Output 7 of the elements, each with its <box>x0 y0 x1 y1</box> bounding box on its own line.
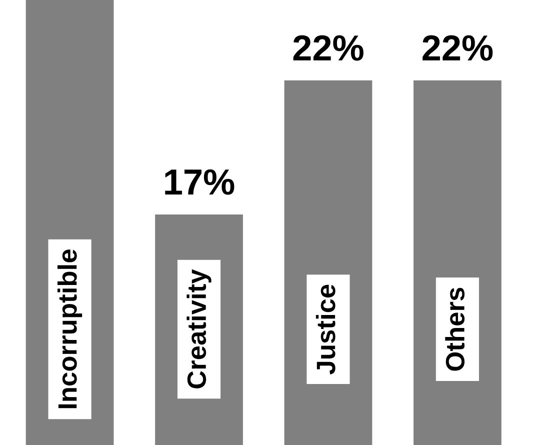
data-label: 17% <box>165 169 234 195</box>
data-label: 22% <box>422 35 493 61</box>
data-label: 22% <box>293 35 364 61</box>
x-tick-label: Others <box>445 288 465 371</box>
x-tick-label: Justice <box>316 284 336 374</box>
x-tick-label: Creativity <box>186 269 212 388</box>
x-tick-label: Incorruptible <box>57 250 82 408</box>
